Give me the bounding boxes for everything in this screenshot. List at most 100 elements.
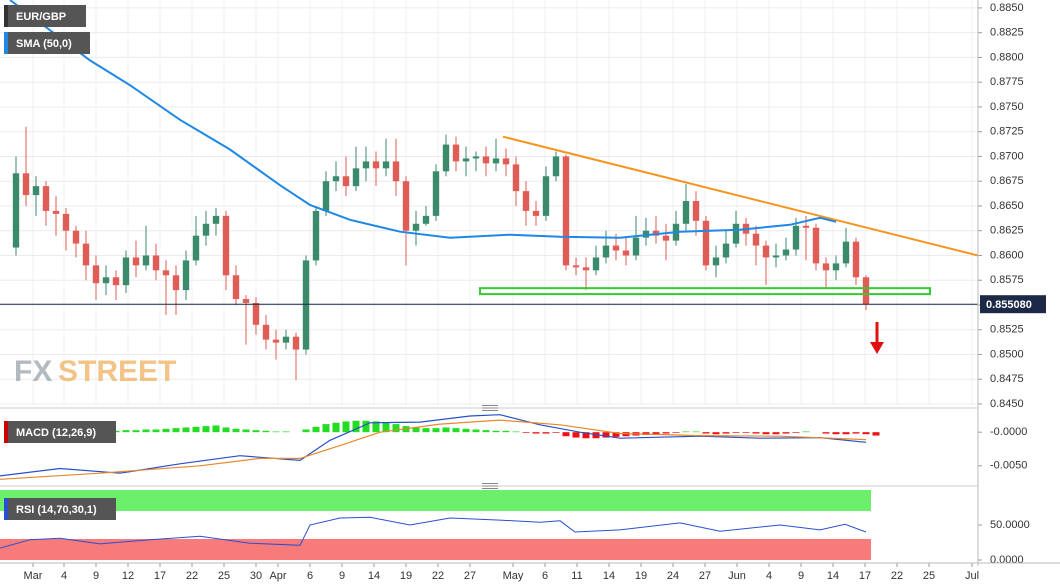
candle-body — [142, 255, 150, 266]
candle-body — [832, 263, 840, 271]
x-tick-label: 27 — [699, 570, 711, 582]
macd-panel — [0, 414, 880, 480]
candle-body — [52, 210, 60, 214]
trendline — [502, 135, 978, 257]
candle-body — [252, 303, 260, 325]
macd-histogram-bar — [562, 432, 570, 437]
macd-line — [0, 419, 867, 480]
macd-histogram-bar — [132, 430, 140, 433]
y-tick-label: 0.8500 — [990, 348, 1024, 360]
macd-histogram-bar — [282, 431, 290, 433]
candle-body — [542, 176, 550, 216]
y-tick-label: 0.8850 — [990, 2, 1024, 14]
candle-body — [592, 257, 600, 271]
candle-body — [382, 161, 390, 169]
y-tick-label: -0.0050 — [990, 460, 1027, 472]
macd-histogram-bar — [262, 430, 270, 433]
macd-histogram-bar — [462, 428, 470, 433]
watermark-fx: FX — [14, 355, 52, 388]
x-tick-label: 17 — [154, 570, 166, 582]
watermark-street: STREET — [58, 355, 176, 388]
macd-histogram-bar — [382, 422, 390, 433]
macd-histogram-bar — [572, 432, 580, 438]
x-tick-label: 30 — [250, 570, 262, 582]
macd-histogram-bar — [152, 429, 160, 433]
x-tick-label: 14 — [603, 570, 615, 582]
panel-grip[interactable] — [482, 405, 498, 411]
macd-histogram-bar — [682, 431, 690, 433]
candle-body — [732, 223, 740, 244]
candle-body — [512, 164, 520, 192]
macd-histogram-bar — [712, 432, 720, 435]
x-tick-label: May — [503, 570, 524, 582]
macd-histogram-bar — [492, 430, 500, 433]
candle-body — [632, 237, 640, 256]
macd-histogram-bar — [362, 420, 370, 433]
overbought-band — [0, 490, 871, 511]
macd-box[interactable] — [4, 421, 116, 443]
last-price-label: 0.855080 — [986, 299, 1032, 311]
price-panel — [0, 0, 978, 405]
macd-histogram-bar — [452, 428, 460, 433]
candle-body — [412, 223, 420, 231]
x-tick-label: 9 — [93, 570, 99, 582]
candle-body — [82, 243, 90, 266]
candle-body — [352, 168, 360, 187]
y-tick-label: 0.8625 — [990, 225, 1024, 237]
macd-histogram-bar — [822, 432, 830, 434]
macd-histogram-bar — [692, 431, 700, 433]
rsi-box[interactable] — [4, 498, 116, 520]
candle-body — [422, 215, 430, 224]
candle-body — [272, 339, 280, 343]
panel-grip[interactable] — [482, 483, 498, 489]
symbol-box[interactable] — [4, 5, 86, 27]
candle-body — [752, 233, 760, 246]
candle-body — [322, 181, 330, 211]
x-tick-label: 14 — [368, 570, 380, 582]
candle-body — [192, 235, 200, 261]
macd-histogram-bar — [722, 432, 730, 434]
macd-histogram-bar — [732, 432, 740, 433]
candle-body — [852, 241, 860, 278]
x-tick-label: 11 — [571, 570, 582, 582]
symbol-stripe — [4, 5, 8, 27]
candle-body — [242, 299, 250, 304]
x-tick-label: 4 — [61, 570, 67, 582]
macd-histogram-bar — [352, 420, 360, 433]
macd-histogram-bar — [422, 428, 430, 433]
macd-histogram-bar — [392, 424, 400, 433]
macd-histogram-bar — [502, 430, 510, 433]
candle-body — [602, 245, 610, 258]
macd-histogram-bar — [852, 432, 860, 434]
macd-histogram-bar — [512, 431, 520, 433]
macd-histogram-bar — [672, 432, 680, 433]
candle-body — [812, 227, 820, 264]
macd-stripe — [4, 421, 8, 443]
candle-body — [792, 225, 800, 250]
macd-histogram-bar — [442, 427, 450, 433]
macd-histogram-bar — [842, 432, 850, 435]
sma-box[interactable] — [4, 32, 90, 54]
candle-body — [722, 243, 730, 258]
macd-histogram-bar — [172, 428, 180, 433]
x-tick-label: 25 — [218, 570, 230, 582]
x-tick-label: 17 — [859, 570, 871, 582]
macd-histogram-bar — [232, 428, 240, 433]
macd-histogram-bar — [332, 422, 340, 433]
candle-body — [112, 277, 120, 286]
y-tick-label: 0.8450 — [990, 398, 1024, 410]
macd-histogram-bar — [832, 432, 840, 435]
macd-histogram-bar — [372, 421, 380, 433]
macd-histogram-bar — [472, 429, 480, 433]
candle-body — [762, 245, 770, 258]
candle-body — [822, 263, 830, 271]
x-tick-label: Apr — [269, 570, 286, 582]
candle-body — [622, 250, 630, 256]
macd-histogram-bar — [552, 432, 560, 433]
rsi-label: RSI (14,70,30,1) — [16, 504, 97, 516]
candle-body — [572, 265, 580, 268]
y-tick-label: 0.8650 — [990, 200, 1024, 212]
y-tick-label: 0.8700 — [990, 150, 1024, 162]
rsi-panel — [0, 490, 871, 560]
